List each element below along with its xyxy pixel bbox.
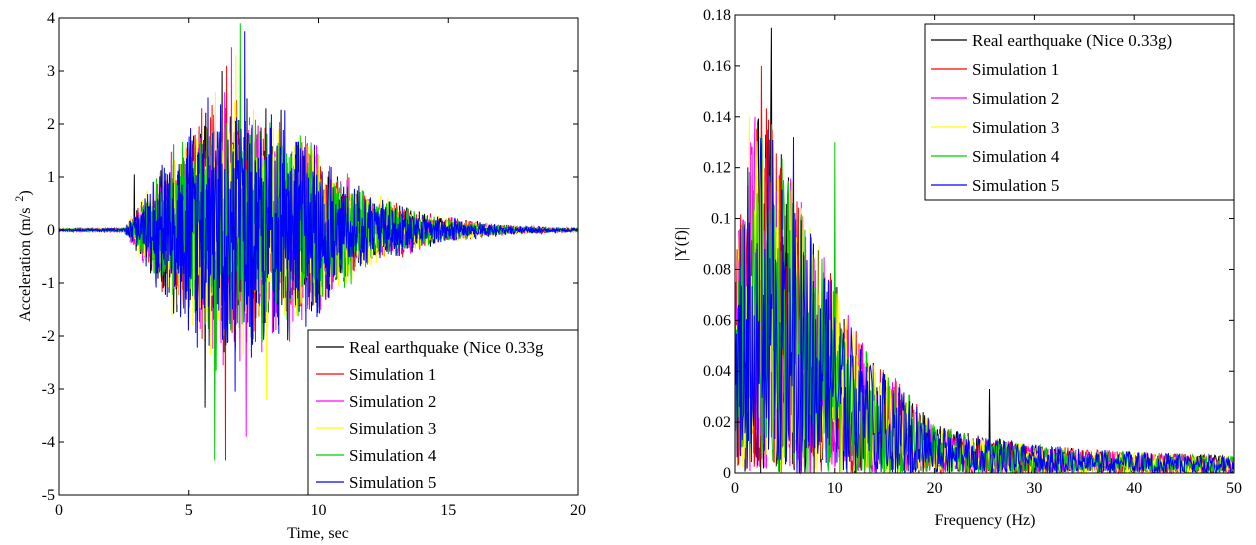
x-axis-label: Frequency (Hz)	[935, 512, 1036, 529]
y-tick-label: 0.14	[703, 109, 731, 126]
x-tick-label: 30	[1026, 480, 1042, 497]
x-tick-label: 20	[570, 502, 586, 519]
legend-label: Simulation 1	[349, 365, 436, 384]
x-tick-label: 0	[55, 502, 63, 519]
axis-ticks: 0 10 20 30 40 50 0 0.02 0.04 0.06 0.08 0.1 0.12 0.14 0…	[703, 7, 1242, 497]
legend-label: Simulation 3	[349, 419, 436, 438]
legend: Real earthquake (Nice 0.33g Simulation 1 S…	[307, 329, 579, 496]
legend-label: Simulation 2	[972, 89, 1059, 108]
legend-box	[307, 329, 579, 496]
y-tick-label: 3	[47, 63, 55, 80]
legend-label: Simulation 1	[972, 60, 1059, 79]
y-tick-label: -1	[42, 275, 55, 292]
y-tick-label: 0.06	[703, 312, 731, 329]
chart-time-history: 0 5 10 15 20 -5 -4 -3 -2 -1 0 1 2 3 4 Time, sec Accele…	[12, 10, 586, 542]
y-tick-label: 4	[47, 10, 55, 27]
y-tick-label: 0.18	[703, 7, 731, 24]
y-tick-label: 0.16	[703, 58, 731, 75]
legend-label: Simulation 5	[972, 176, 1059, 195]
y-tick-label: 0.1	[711, 211, 731, 228]
chart-spectrum: 0 10 20 30 40 50 0 0.02 0.04 0.06 0.08 0.1 0.12 0.14 0…	[673, 7, 1242, 529]
y-tick-label: -3	[42, 381, 55, 398]
legend-box	[924, 23, 1235, 201]
plot-frame	[734, 14, 1235, 474]
legend-label: Simulation 3	[972, 118, 1059, 137]
legend: Real earthquake (Nice 0.33g) Simulation 1…	[924, 23, 1235, 201]
y-tick-label: 2	[47, 116, 55, 133]
y-axis-label: |Y(f)|	[673, 227, 690, 261]
y-tick-label: -2	[42, 328, 55, 345]
y-tick-label: 0.04	[703, 363, 731, 380]
series-line	[734, 129, 1235, 475]
y-tick-label: 0.02	[703, 414, 731, 431]
time-series-lines	[58, 23, 579, 461]
y-tick-label: 1	[47, 169, 55, 186]
x-tick-label: 5	[185, 502, 193, 519]
y-axis-label-superscript: 2	[12, 196, 26, 202]
y-tick-label: 0	[47, 222, 55, 239]
y-tick-label: -5	[42, 487, 55, 504]
x-tick-label: 15	[440, 502, 456, 519]
y-tick-label: 0	[723, 465, 731, 482]
spectrum-lines	[734, 27, 1235, 475]
legend-label: Simulation 5	[349, 473, 436, 492]
y-axis-label-main: Acceleration (m/s	[17, 208, 34, 322]
legend-label: Simulation 4	[972, 147, 1060, 166]
legend-label: Real earthquake (Nice 0.33g	[349, 338, 544, 357]
legend-label: Simulation 2	[349, 392, 436, 411]
y-axis-label: Acceleration (m/s 2)	[12, 190, 34, 322]
x-axis-label: Time, sec	[287, 525, 349, 542]
x-tick-label: 50	[1226, 480, 1242, 497]
y-tick-label: -4	[42, 434, 55, 451]
y-tick-label: 0.08	[703, 261, 731, 278]
x-tick-label: 10	[827, 480, 843, 497]
y-tick-label: 0.12	[703, 160, 731, 177]
legend-label: Real earthquake (Nice 0.33g)	[972, 31, 1172, 50]
series-line	[58, 31, 579, 392]
legend-entries: Real earthquake (Nice 0.33g Simulation 1 S…	[316, 338, 544, 492]
y-axis-label-close: )	[17, 190, 34, 195]
x-tick-label: 20	[927, 480, 943, 497]
x-tick-label: 0	[731, 480, 739, 497]
legend-label: Simulation 4	[349, 446, 437, 465]
x-tick-label: 40	[1126, 480, 1142, 497]
legend-entries: Real earthquake (Nice 0.33g) Simulation 1…	[931, 31, 1172, 195]
x-tick-label: 10	[311, 502, 327, 519]
